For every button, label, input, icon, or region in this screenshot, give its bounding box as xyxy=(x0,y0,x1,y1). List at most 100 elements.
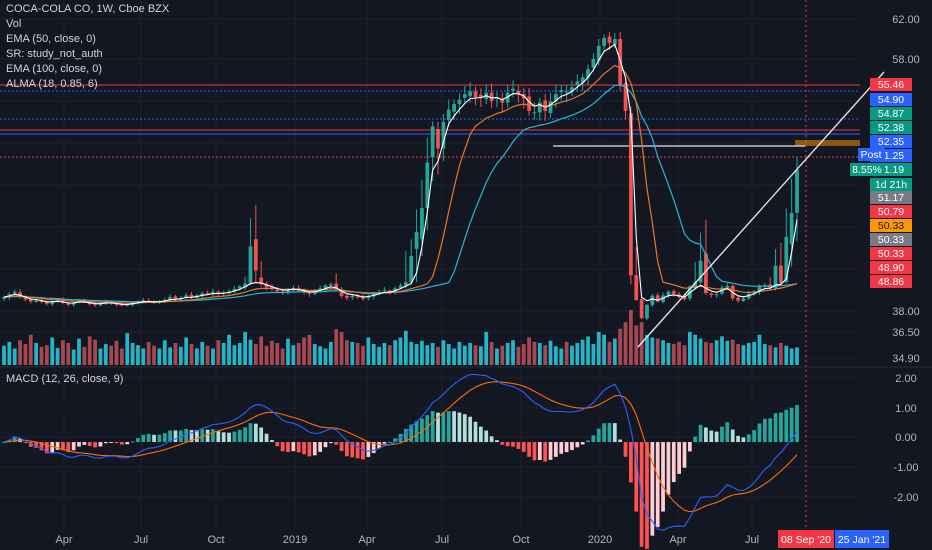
cursor-date-bg xyxy=(778,530,834,548)
price-badge-label: 54.87 xyxy=(878,108,904,120)
volume-bar xyxy=(162,340,167,365)
candle-body xyxy=(736,297,740,301)
price-badge-bg xyxy=(870,191,912,204)
volume-bar xyxy=(629,310,633,365)
price-badge-bg xyxy=(870,93,912,106)
macd-histogram-bar xyxy=(216,431,221,443)
uptrend-line xyxy=(637,71,885,348)
alma-line xyxy=(3,43,798,306)
volume-bar xyxy=(757,334,762,365)
macd-histogram-bar xyxy=(189,430,194,443)
volume-bar xyxy=(66,343,71,365)
price-badge: 52.38 xyxy=(870,121,912,134)
price-badge: 55.46 xyxy=(870,78,912,91)
volume-bar xyxy=(205,345,210,365)
volume-bar xyxy=(157,348,162,365)
macd-histogram-bar xyxy=(682,442,687,468)
price-tick-label: 58.00 xyxy=(892,54,920,66)
candle-body xyxy=(607,36,612,43)
candle-body xyxy=(704,253,708,293)
volume-bar xyxy=(232,345,237,365)
volume-bar xyxy=(634,325,639,365)
candle-body xyxy=(307,292,312,294)
volume-bar xyxy=(361,345,365,365)
candle-body xyxy=(12,291,17,294)
volume-bars xyxy=(2,310,799,365)
macd-histogram-bar xyxy=(23,442,28,444)
macd-histogram-bar xyxy=(157,434,162,443)
macd-histogram-bar xyxy=(200,429,205,443)
macd-histogram-bar xyxy=(511,442,515,447)
legend-vol[interactable]: Vol xyxy=(6,18,22,30)
volume-bar xyxy=(484,332,489,365)
macd-histogram-bar xyxy=(602,423,606,443)
legend-ema100[interactable]: EMA (100, close, 0) xyxy=(6,63,102,75)
candle-body xyxy=(554,94,558,102)
macd-histogram-bar xyxy=(409,424,414,443)
volume-bar xyxy=(28,334,33,365)
volume-bar xyxy=(687,332,692,365)
cursor-date: 08 Sep '20 xyxy=(781,534,831,546)
macd-histogram-bar xyxy=(543,442,548,462)
macd-legend[interactable]: MACD (12, 26, close, 9) xyxy=(6,372,123,387)
macd-histogram-bar xyxy=(741,437,746,443)
macd-histogram-bar xyxy=(505,442,510,447)
macd-histogram-bar xyxy=(746,434,751,443)
candle-body xyxy=(537,102,542,113)
volume-bar xyxy=(548,340,553,365)
macd-histogram-bar xyxy=(302,442,306,455)
candle-body xyxy=(334,283,339,290)
candle-body xyxy=(403,282,408,287)
candle-body xyxy=(602,38,606,46)
volume-bar xyxy=(478,346,483,365)
candle-body xyxy=(698,260,703,283)
candle-body xyxy=(409,256,414,283)
price-badge-label: 1d 21h xyxy=(875,179,907,191)
volume-bar xyxy=(184,337,189,365)
candle-body xyxy=(253,239,258,271)
macd-histogram-bar xyxy=(436,412,440,443)
macd-histogram-bar xyxy=(720,426,724,443)
macd-histogram-bar xyxy=(618,439,623,443)
macd-histogram-bar xyxy=(205,429,210,443)
candle-body xyxy=(420,207,424,240)
volume-bar xyxy=(452,348,456,365)
macd-histogram-bar xyxy=(596,428,601,443)
candle-body xyxy=(393,288,398,292)
macd-histogram-bar xyxy=(61,442,65,451)
candle-body xyxy=(71,302,76,305)
candle-body xyxy=(586,69,590,78)
volume-bar xyxy=(286,338,290,365)
macd-histogram-bar xyxy=(532,442,537,461)
macd-histogram-bar xyxy=(623,442,628,457)
volume-bar xyxy=(221,343,226,365)
candle-body xyxy=(275,289,280,292)
candle-body xyxy=(120,304,124,306)
candle-body xyxy=(248,246,253,284)
macd-histogram-bar xyxy=(489,436,494,443)
volume-bar xyxy=(575,343,580,365)
price-badge: 50.33 xyxy=(870,233,912,246)
trend-lines xyxy=(637,71,885,348)
volume-bar xyxy=(189,344,194,365)
volume-bar xyxy=(414,344,419,365)
volume-bar xyxy=(312,344,317,365)
legend-sr[interactable]: SR: study_not_auth xyxy=(6,48,103,60)
candle-body xyxy=(784,236,789,283)
macd-histogram-bar xyxy=(232,431,237,443)
macd-tick-label: 2.00 xyxy=(895,373,916,385)
macd-histogram-bar xyxy=(473,421,478,443)
volume-bar xyxy=(270,340,274,365)
candle-body xyxy=(779,265,783,283)
volume-bar xyxy=(618,328,623,365)
volume-bar xyxy=(125,333,130,365)
candle-body xyxy=(757,286,762,292)
macd-histogram-bar xyxy=(103,442,108,444)
legend-alma[interactable]: ALMA (18, 0.85, 6) xyxy=(6,78,98,90)
legend-ema50[interactable]: EMA (50, close, 0) xyxy=(6,33,96,45)
volume-bar xyxy=(495,348,499,365)
macd-histogram-bar xyxy=(586,440,590,443)
macd-tick-label: 0.00 xyxy=(895,432,916,444)
macd-histogram-bar xyxy=(296,442,301,453)
